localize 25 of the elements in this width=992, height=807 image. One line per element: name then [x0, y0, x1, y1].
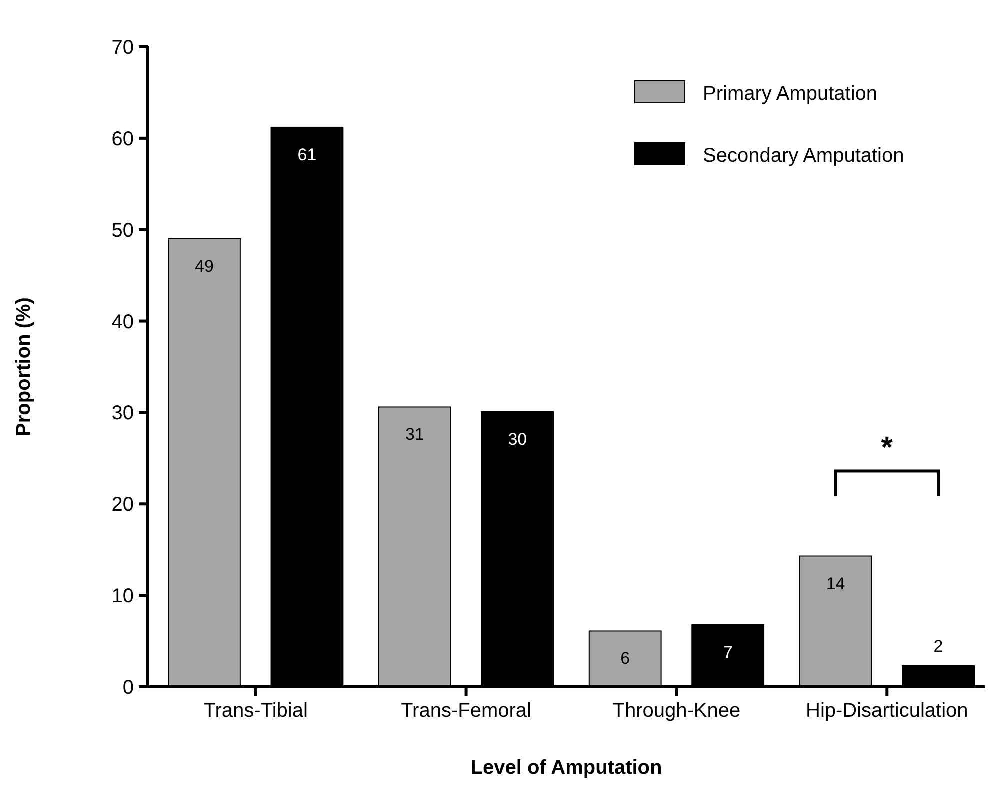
x-tick-label: Trans-Femoral	[401, 700, 532, 722]
y-axis-title: Proportion (%)	[13, 298, 35, 436]
data-label: 2	[934, 636, 944, 656]
x-axis-title: Level of Amputation	[470, 757, 662, 779]
data-label: 14	[826, 574, 846, 594]
data-label: 7	[723, 642, 733, 662]
y-tick-label: 40	[112, 311, 134, 334]
x-tick-label: Through-Knee	[612, 700, 741, 722]
data-label: 30	[508, 430, 528, 449]
legend-label: Primary Amputation	[703, 83, 878, 105]
annotation: *	[881, 431, 894, 464]
legend-label: Secondary Amputation	[703, 145, 904, 167]
y-tick-label: 50	[112, 220, 134, 242]
y-tick-label: 60	[112, 128, 134, 150]
y-tick-label: 70	[112, 37, 134, 59]
y-tick-label: 10	[112, 586, 134, 608]
y-tick-label: 30	[112, 402, 134, 425]
y-tick-label: 20	[112, 494, 134, 516]
data-label: 6	[620, 649, 630, 668]
x-tick-label: Trans-Tibial	[204, 700, 308, 722]
y-tick-label: 0	[122, 677, 134, 699]
data-label: 61	[298, 145, 317, 164]
x-tick-label: Hip-Disarticulation	[806, 700, 968, 722]
data-label: 49	[195, 257, 214, 276]
data-label: 31	[405, 425, 424, 444]
